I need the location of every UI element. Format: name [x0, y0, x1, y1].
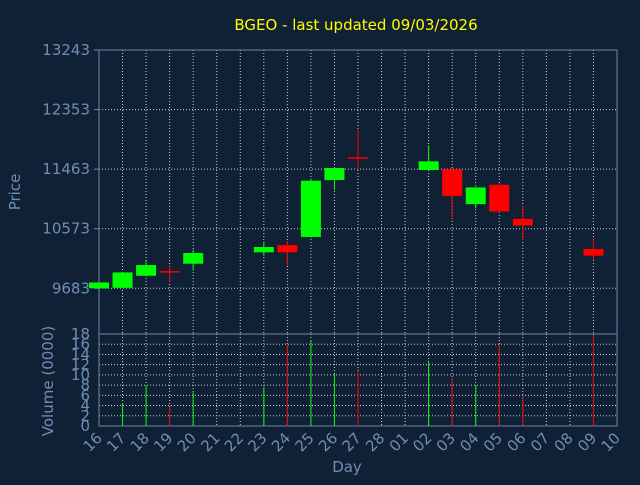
- candle-body: [348, 157, 368, 159]
- candle-body: [489, 184, 510, 212]
- price-panel: 9683 10573 11463 12353 13243: [42, 41, 618, 335]
- candle-body: [183, 253, 204, 264]
- candle: [512, 205, 533, 241]
- x-tick-label: 06: [503, 429, 529, 455]
- candle: [324, 167, 345, 191]
- candle-body: [324, 168, 345, 181]
- x-tick-label: 10: [598, 429, 624, 455]
- candle: [89, 282, 109, 289]
- y-tick-label: 9683: [52, 279, 90, 297]
- candle-body: [277, 244, 298, 253]
- candle-body: [253, 246, 274, 253]
- candle-body: [89, 282, 109, 289]
- price-axis-label: Price: [6, 174, 24, 211]
- x-tick-label: 17: [103, 429, 129, 455]
- candle-body: [512, 218, 533, 226]
- candle-body: [136, 265, 157, 276]
- candle-body: [583, 248, 604, 256]
- candle-body: [442, 169, 463, 197]
- candle: [136, 261, 157, 277]
- candle: [253, 241, 274, 256]
- x-tick-label: 27: [339, 429, 365, 455]
- x-axis-label: Day: [332, 458, 362, 476]
- volume-tick-label: 2: [80, 407, 90, 425]
- x-tick-label: 20: [174, 429, 200, 455]
- x-tick-label: 01: [386, 429, 412, 455]
- candle: [465, 186, 486, 209]
- x-tick-label: 07: [527, 429, 553, 455]
- x-tick-label: 05: [480, 429, 506, 455]
- x-tick-label: 25: [292, 429, 318, 455]
- candle: [112, 272, 133, 288]
- y-tick-label: 12353: [42, 101, 90, 119]
- volume-tick-label: 16: [71, 335, 90, 353]
- volume-tick-label: 14: [71, 345, 90, 363]
- candle: [442, 168, 463, 220]
- candle: [583, 238, 604, 261]
- candle: [300, 178, 321, 238]
- volume-tick-label: 6: [80, 386, 90, 404]
- y-tick-label: 13243: [42, 41, 90, 59]
- candle: [277, 240, 298, 266]
- candle-body: [159, 271, 180, 273]
- candle: [489, 183, 510, 214]
- volume-tick-label: 18: [71, 325, 90, 343]
- x-tick-label: 28: [362, 429, 388, 455]
- candle-body: [418, 161, 439, 171]
- volume-tick-label: 12: [71, 356, 90, 374]
- x-tick-label: 24: [268, 429, 294, 455]
- y-tick-label: 11463: [42, 160, 90, 178]
- x-tick-label: 19: [150, 429, 176, 455]
- candle-body: [465, 187, 486, 205]
- x-tick-label: 23: [244, 429, 270, 455]
- chart-title: BGEO - last updated 09/03/2026: [234, 16, 477, 34]
- candle-body: [112, 272, 133, 288]
- candle: [418, 145, 439, 171]
- x-tick-label: 08: [551, 429, 577, 455]
- candle: [348, 129, 368, 170]
- volume-axis-label: Volume (0000): [39, 326, 57, 436]
- candle: [159, 264, 180, 282]
- x-tick-label: 18: [127, 429, 153, 455]
- volume-panel: 0246810121416181617181920212223242526272…: [71, 325, 624, 455]
- volume-tick-label: 0: [80, 417, 90, 435]
- x-tick-label: 26: [315, 429, 341, 455]
- x-tick-label: 21: [197, 429, 223, 455]
- candle-body: [300, 180, 321, 237]
- x-tick-label: 04: [456, 429, 482, 455]
- x-tick-label: 22: [221, 429, 247, 455]
- volume-tick-label: 8: [80, 376, 90, 394]
- volume-tick-label: 10: [71, 366, 90, 384]
- x-tick-label: 09: [574, 429, 600, 455]
- x-tick-label: 02: [409, 429, 435, 455]
- x-tick-label: 03: [433, 429, 459, 455]
- y-tick-label: 10573: [42, 220, 90, 238]
- volume-tick-label: 4: [80, 397, 90, 415]
- candle: [183, 249, 204, 271]
